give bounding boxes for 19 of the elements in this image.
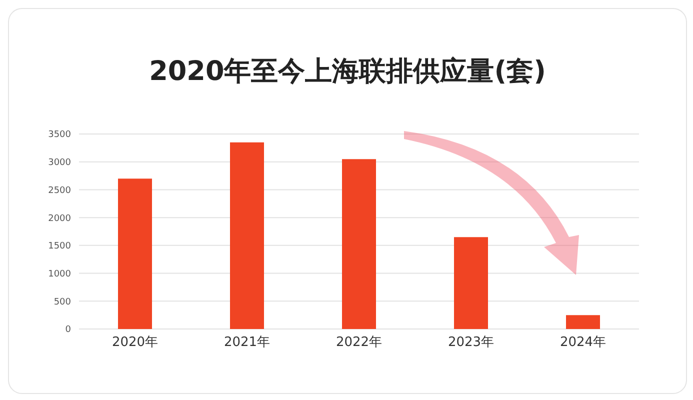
y-tick-label: 3500 (48, 130, 72, 140)
y-tick-label: 2500 (48, 186, 72, 196)
y-tick-label: 500 (54, 297, 72, 308)
bar (566, 315, 600, 329)
y-tick-label: 1500 (48, 242, 72, 252)
x-tick-label: 2023年 (448, 335, 494, 350)
x-tick-label: 2022年 (336, 335, 382, 350)
bar (118, 178, 152, 329)
bar (454, 237, 488, 329)
x-tick-label: 2020年 (112, 335, 158, 350)
bar (230, 142, 264, 329)
y-tick-label: 2000 (48, 214, 72, 224)
x-tick-label: 2021年 (224, 335, 270, 350)
y-tick-label: 0 (65, 325, 72, 336)
bar (342, 159, 376, 329)
chart-title: 2020年至今上海联排供应量(套) (148, 55, 547, 89)
x-tick-label: 2024年 (560, 335, 606, 350)
y-tick-label: 1000 (48, 269, 72, 280)
y-tick-label: 3000 (48, 158, 72, 168)
